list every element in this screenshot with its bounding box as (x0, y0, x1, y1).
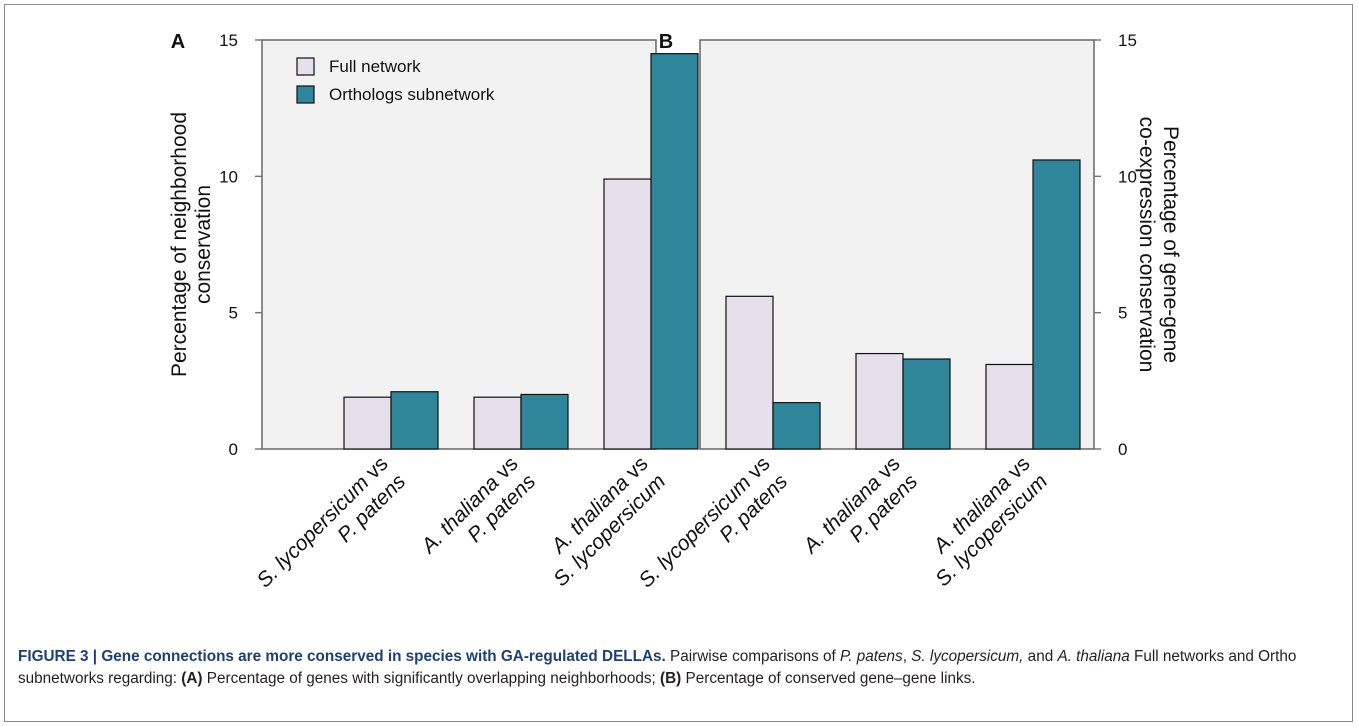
bar-full-network (343, 396, 392, 450)
bar-orthologs-subnetwork (1032, 159, 1081, 450)
caption-text: Pairwise comparisons of (665, 648, 841, 665)
caption-text: Percentage of conserved gene–gene links. (681, 670, 976, 687)
caption-panel-b-label: (B) (660, 670, 682, 687)
figure-frame (4, 4, 1353, 722)
panel-label: B (659, 31, 673, 53)
caption-species: A. thaliana (1057, 648, 1130, 665)
bar-orthologs-subnetwork (390, 391, 439, 450)
bar-full-network (603, 178, 652, 450)
bar-full-network (985, 363, 1034, 450)
x-category-label: A. thaliana vsS. lycopersicum (928, 452, 1053, 591)
bar-full-network (725, 295, 774, 450)
y-tick-label: 10 (1118, 167, 1137, 186)
panel-label: A (171, 31, 185, 53)
caption-text: , (902, 648, 912, 665)
caption-text: and (1023, 648, 1058, 665)
x-category-label: S. lycopersicum vsP. patens (252, 452, 410, 592)
y-axis-label: Percentage of gene-geneco-expression con… (1135, 117, 1182, 373)
caption-panel-a-label: (A) (181, 670, 203, 687)
figure-charts: A 0 5 10 15 Percentage of neighborhoodconserv… (168, 31, 1182, 592)
figure-caption: FIGURE 3 | Gene connections are more con… (18, 646, 1338, 690)
bar-full-network (473, 396, 522, 450)
y-tick-label: 5 (229, 304, 238, 323)
caption-text: Percentage of genes with significantly o… (202, 670, 661, 687)
bar-orthologs-subnetwork (650, 53, 699, 450)
y-tick-label: 0 (229, 440, 238, 459)
y-tick-label: 15 (1118, 31, 1137, 50)
y-axis-label: Percentage of neighborhoodconservation (168, 112, 215, 377)
y-axis-label-line: conservation (192, 185, 215, 304)
bar-orthologs-subnetwork (772, 402, 821, 450)
legend-swatch (296, 85, 315, 104)
caption-figure-label: FIGURE 3 | Gene connections are more con… (18, 648, 666, 665)
bar-full-network (855, 352, 904, 450)
bar-orthologs-subnetwork (520, 393, 569, 450)
caption-species: P. patens (840, 648, 903, 665)
y-axis-label-line: Percentage of gene-gene (1159, 126, 1182, 363)
legend-label: Orthologs subnetwork (329, 85, 495, 104)
legend-swatch (296, 57, 315, 76)
legend-label: Full network (329, 57, 421, 76)
caption-text: Full networks and Ortho subnetworks rega… (18, 648, 1297, 687)
y-axis-label-line: co-expression conservation (1135, 117, 1158, 373)
caption-species: S. lycopersicum, (911, 648, 1024, 665)
x-category-label: A. thaliana vsP. patens (798, 452, 923, 559)
y-tick-label: 10 (219, 167, 238, 186)
y-tick-label: 5 (1118, 304, 1127, 323)
plot-area (261, 39, 657, 450)
y-tick-label: 0 (1118, 440, 1127, 459)
y-axis-label-line: Percentage of neighborhood (168, 112, 191, 377)
y-tick-label: 15 (219, 31, 238, 50)
bar-orthologs-subnetwork (902, 358, 951, 450)
x-category-label: A. thaliana vsP. patens (416, 452, 541, 559)
